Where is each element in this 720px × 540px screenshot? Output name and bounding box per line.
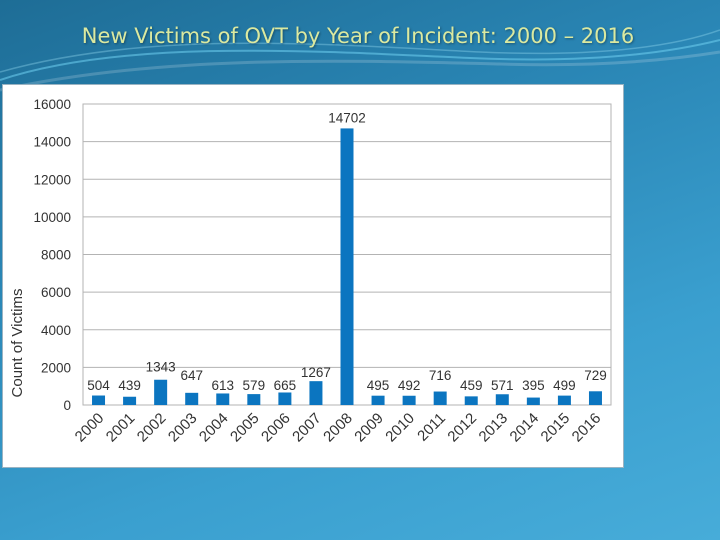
data-label-2013: 571 xyxy=(491,378,514,393)
y-tick-label-4: 8000 xyxy=(41,248,71,263)
x-tick-label-2006: 2006 xyxy=(258,410,294,446)
data-label-2006: 665 xyxy=(274,378,297,393)
bar-2009 xyxy=(371,395,385,405)
y-tick-label-1: 2000 xyxy=(41,360,71,375)
x-tick-label-2007: 2007 xyxy=(289,410,325,446)
data-label-2015: 499 xyxy=(553,378,576,393)
data-label-2011: 716 xyxy=(429,368,452,383)
x-tick-label-2012: 2012 xyxy=(444,410,480,446)
bar-2015 xyxy=(557,395,571,405)
x-tick-label-2002: 2002 xyxy=(134,410,170,446)
bar-2007 xyxy=(309,381,323,405)
data-label-2009: 495 xyxy=(367,378,390,393)
y-tick-label-7: 14000 xyxy=(33,135,71,150)
chart-panel: 504 439 1343 647 613 579 665 1267 14702 495 492 716… xyxy=(2,84,624,468)
data-label-2014: 395 xyxy=(522,378,545,393)
x-tick-label-2016: 2016 xyxy=(569,410,605,446)
data-label-2005: 579 xyxy=(243,378,266,393)
bar-2016 xyxy=(588,391,602,405)
x-tick-label-2010: 2010 xyxy=(382,410,418,446)
x-tick-label-2015: 2015 xyxy=(538,410,574,446)
data-label-2016: 729 xyxy=(584,368,607,383)
bar-2008 xyxy=(340,128,354,405)
bar-2003 xyxy=(185,392,199,405)
slide-title: New Victims of OVT by Year of Incident: … xyxy=(81,24,635,48)
bar-chart: 504 439 1343 647 613 579 665 1267 14702 495 492 716… xyxy=(9,97,612,446)
data-label-2008: 14702 xyxy=(328,110,366,125)
x-tick-label-2004: 2004 xyxy=(196,410,232,446)
y-tick-label-2: 4000 xyxy=(41,323,71,338)
y-tick-label-5: 10000 xyxy=(33,210,71,225)
x-tick-label-2011: 2011 xyxy=(414,410,449,445)
bars xyxy=(92,128,602,405)
data-label-2012: 459 xyxy=(460,378,483,393)
y-axis-ticks: 0 2000 4000 6000 8000 10000 12000 14000 16000 xyxy=(33,97,71,413)
x-tick-label-2014: 2014 xyxy=(507,410,543,446)
bar-2002 xyxy=(154,379,168,405)
bar-2006 xyxy=(278,392,292,405)
x-tick-label-2000: 2000 xyxy=(72,410,108,446)
y-tick-label-0: 0 xyxy=(63,398,71,413)
x-tick-label-2003: 2003 xyxy=(165,410,201,446)
data-label-2003: 647 xyxy=(180,368,203,383)
data-labels: 504 439 1343 647 613 579 665 1267 14702 495 492 716… xyxy=(87,110,606,393)
x-tick-label-2001: 2001 xyxy=(103,410,139,446)
x-tick-label-2008: 2008 xyxy=(320,410,356,446)
bar-2013 xyxy=(495,394,509,405)
bar-2010 xyxy=(402,395,416,405)
data-label-2007: 1267 xyxy=(301,365,331,380)
data-label-2004: 613 xyxy=(211,378,234,393)
x-tick-label-2005: 2005 xyxy=(227,410,263,446)
bar-2004 xyxy=(216,393,230,405)
data-label-2000: 504 xyxy=(87,378,110,393)
x-tick-label-2013: 2013 xyxy=(476,410,512,446)
x-axis-ticks: 2000200120022003200420052006200720082009… xyxy=(72,410,605,446)
y-tick-label-3: 6000 xyxy=(41,285,71,300)
bar-2012 xyxy=(464,396,478,405)
data-label-2002: 1343 xyxy=(146,360,176,375)
data-label-2001: 439 xyxy=(118,378,141,393)
bar-2011 xyxy=(433,391,447,405)
x-tick-label-2009: 2009 xyxy=(351,410,387,446)
y-axis-label: Count of Victims xyxy=(9,289,26,398)
y-tick-label-6: 12000 xyxy=(33,172,71,187)
bar-2005 xyxy=(247,394,261,405)
bar-2000 xyxy=(92,395,106,405)
bar-2001 xyxy=(123,396,137,405)
title-swoosh-decoration xyxy=(0,29,720,92)
data-label-2010: 492 xyxy=(398,378,421,393)
y-tick-label-8: 16000 xyxy=(33,97,71,112)
bar-2014 xyxy=(526,397,540,405)
